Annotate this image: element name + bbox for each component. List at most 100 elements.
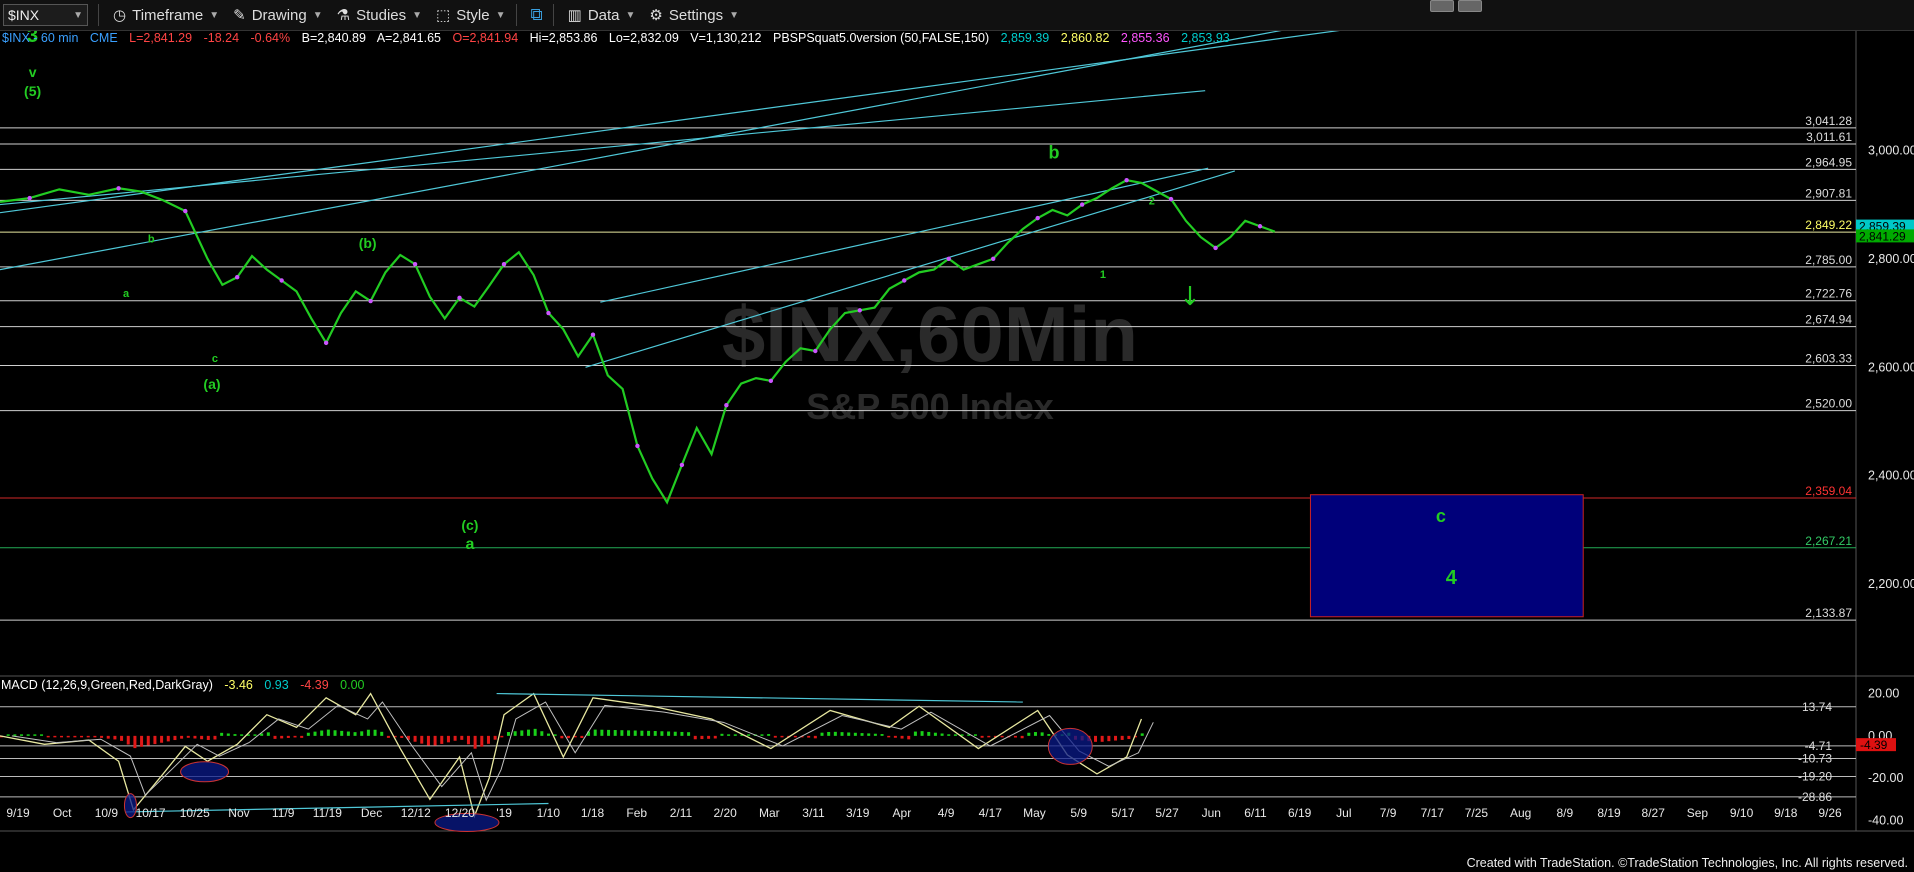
macd-histogram-bar [93, 735, 97, 738]
macd-histogram-bar [126, 735, 130, 745]
macd-histogram-bar [720, 733, 724, 736]
info-open: O=2,841.94 [452, 31, 519, 45]
macd-histogram-bar [493, 735, 497, 740]
data-label: Data [587, 6, 620, 24]
macd-histogram-bar [613, 730, 617, 736]
trendline [585, 170, 1236, 368]
highlight-ellipse [123, 793, 137, 819]
macd-histogram-bar [513, 731, 517, 736]
macd-histogram-bar [793, 735, 797, 738]
macd-tick-label: -40.00 [1868, 813, 1903, 827]
link-button[interactable]: ⧉ [531, 5, 543, 25]
level-label: 2,133.87 [1805, 606, 1852, 620]
x-tick-label: 10/17 [136, 806, 166, 820]
signal-dot [1035, 215, 1040, 221]
x-tick-label: 8/19 [1597, 806, 1621, 820]
wave-label: 3 [27, 31, 38, 47]
wave-label: (c) [461, 517, 478, 533]
settings-menu[interactable]: ⚙ Settings ▼ [649, 6, 739, 25]
macd-signal-line [11, 701, 1154, 802]
macd-histogram-bar [560, 735, 564, 739]
macd-histogram-bar [193, 735, 197, 739]
macd-histogram-bar [366, 729, 370, 736]
signal-dot [501, 262, 507, 267]
macd-histogram-bar [780, 735, 784, 738]
minimize-button[interactable] [1430, 0, 1454, 12]
macd-histogram-bar [893, 735, 897, 738]
macd-histogram-bar [386, 735, 390, 738]
macd-histogram-bar [220, 732, 224, 736]
macd-histogram-bar [1000, 735, 1004, 738]
signal-dot [116, 186, 121, 191]
level-label: 2,674.94 [1805, 313, 1852, 327]
restore-button[interactable] [1458, 0, 1482, 12]
macd-histogram-bar [900, 735, 904, 739]
macd-histogram-bar [880, 734, 884, 736]
last-price-label: 2,841.29 [1859, 229, 1906, 243]
signal-dot [368, 298, 373, 304]
macd-tick-label: 20.00 [1868, 687, 1899, 701]
macd-histogram-bar [700, 735, 704, 740]
macd-histogram-bar [927, 731, 931, 736]
macd-histogram-bar [733, 734, 737, 736]
macd-histogram-bar [647, 730, 651, 736]
macd-level-label: -19.20 [1798, 769, 1832, 783]
macd-histogram-bar [760, 734, 764, 736]
macd-histogram-bar [240, 734, 244, 736]
macd-histogram-bar [100, 735, 104, 738]
level-label: 2,603.33 [1805, 351, 1852, 365]
macd-tick-label: -20.00 [1868, 771, 1903, 785]
macd-histogram-bar [887, 735, 891, 738]
macd-histogram-bar [466, 735, 470, 745]
macd-histogram-bar [373, 729, 377, 736]
signal-dot [1213, 245, 1218, 251]
x-tick-label: 12/12 [401, 806, 431, 820]
symbol-input[interactable]: $INX ▼ [3, 4, 88, 26]
info-percent: -0.64% [250, 31, 291, 45]
bar-chart-icon: ▥ [567, 7, 582, 24]
style-icon: ⬚ [436, 7, 451, 24]
macd-histogram-bar [180, 735, 184, 739]
info-study: PBSPSquat5.0version (50,FALSE,150) [773, 31, 990, 45]
highlight-ellipse [434, 813, 500, 833]
level-label: 2,722.76 [1805, 287, 1852, 301]
macd-histogram-bar [1094, 735, 1098, 742]
signal-dot [1124, 177, 1129, 183]
wave-label: b [148, 234, 155, 246]
macd-histogram-bar [747, 734, 751, 736]
drawing-label: Drawing [251, 6, 307, 24]
macd-histogram-bar [293, 735, 297, 738]
x-tick-label: 3/19 [846, 806, 870, 820]
chevron-down-icon[interactable]: ▼ [73, 9, 83, 21]
macd-histogram-bar [840, 732, 844, 736]
macd-trendline [125, 802, 549, 813]
info-change: -18.24 [203, 31, 240, 45]
data-menu[interactable]: ▥ Data ▼ [567, 6, 636, 25]
wave-label: c [212, 353, 218, 365]
toolbar-separator [98, 4, 99, 26]
wave-label: b [1048, 142, 1059, 162]
x-tick-label: 5/17 [1111, 806, 1135, 820]
style-menu[interactable]: ⬚ Style ▼ [436, 6, 505, 25]
macd-histogram-bar [727, 734, 731, 736]
macd-histogram-bar [1047, 734, 1051, 736]
wave-label: (a) [203, 376, 220, 392]
macd-histogram-bar [46, 735, 50, 738]
macd-histogram-bar [1120, 735, 1124, 740]
info-last: L=2,841.29 [129, 31, 193, 45]
timeframe-menu[interactable]: ◷ Timeframe ▼ [113, 6, 219, 25]
drawing-menu[interactable]: ✎ Drawing ▼ [233, 6, 323, 25]
studies-menu[interactable]: ⚗ Studies ▼ [337, 6, 422, 25]
macd-histogram-bar [200, 735, 204, 740]
macd-level-label: 13.74 [1802, 700, 1832, 714]
last-price-tag [1856, 229, 1914, 243]
signal-dot [27, 195, 32, 201]
macd-histogram-bar [833, 731, 837, 736]
timeframe-label: Timeframe [132, 6, 204, 24]
macd-histogram-bar [6, 734, 10, 736]
macd-histogram-bar [767, 734, 771, 736]
wave-label: 4 [1446, 567, 1458, 589]
macd-histogram-bar [913, 731, 917, 736]
info-high: Hi=2,853.86 [529, 31, 598, 45]
